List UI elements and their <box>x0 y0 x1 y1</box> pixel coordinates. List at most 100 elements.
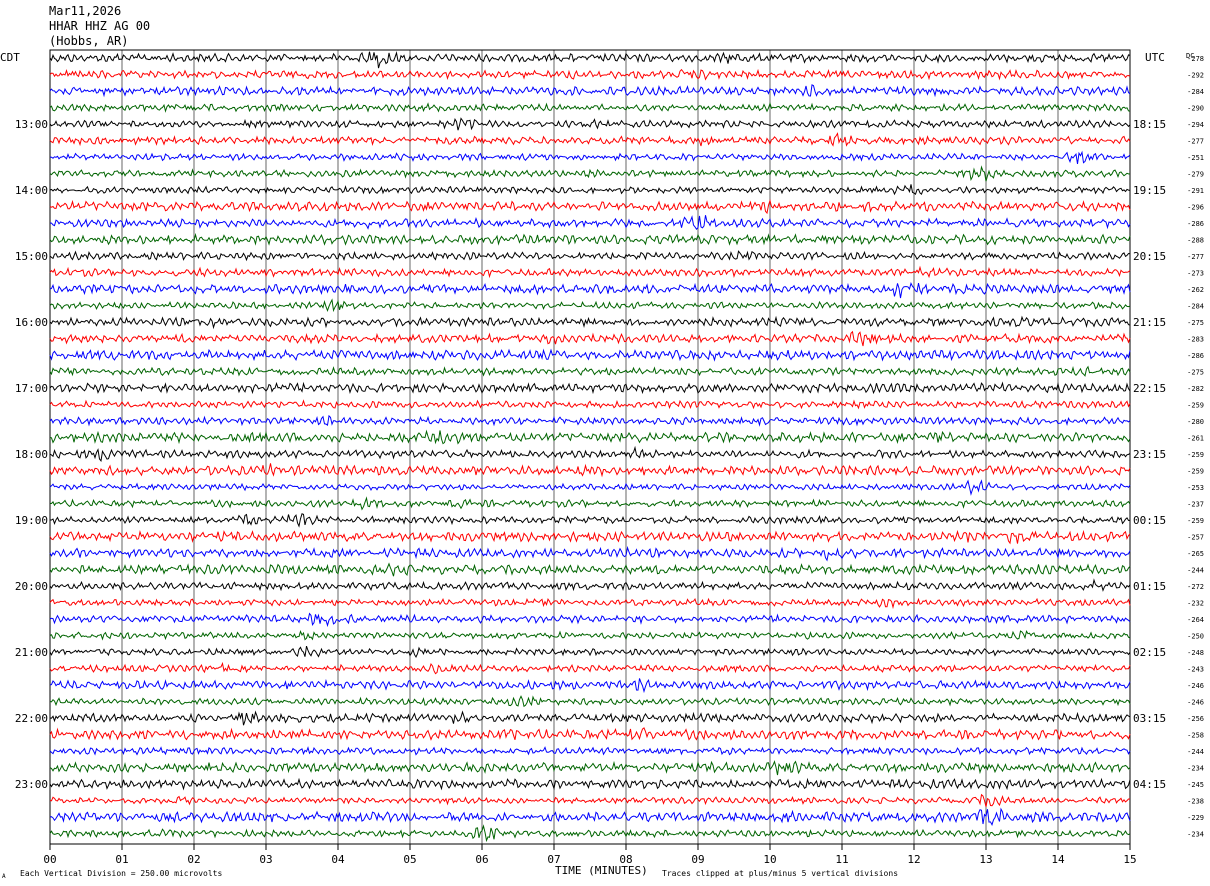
trace-line <box>49 282 1131 299</box>
trace-line <box>49 807 1131 826</box>
dc-offset-label: -237 <box>1187 501 1204 509</box>
dc-offset-label: -259 <box>1187 517 1204 525</box>
trace-line <box>49 710 1131 726</box>
dc-offset-label: -261 <box>1187 435 1204 443</box>
trace-line <box>49 678 1131 694</box>
trace-line <box>50 513 1131 528</box>
station-id: HHAR HHZ AG 00 <box>49 19 151 33</box>
trace-line <box>49 165 1131 182</box>
dc-offset-label: -280 <box>1187 418 1204 426</box>
dc-offset-labels: -278 -292 -284 -290 -294 -277 -251 -279 -291 -296… <box>1187 55 1204 839</box>
dc-offset-label: -259 <box>1187 402 1204 410</box>
trace-line <box>49 184 1131 196</box>
left-axis-label: CDT <box>0 51 20 64</box>
x-tick-label: 05 <box>403 853 416 866</box>
dc-offset-label: -243 <box>1187 666 1204 674</box>
x-tick-label: 10 <box>763 853 776 866</box>
trace-line <box>49 102 1131 113</box>
minute-gridlines <box>121 50 1059 844</box>
trace-line <box>49 578 1131 592</box>
left-time-label: 16:00 <box>15 316 48 329</box>
dc-offset-label: -257 <box>1187 534 1204 542</box>
dc-offset-label: -294 <box>1187 121 1204 129</box>
x-tick-label: 01 <box>115 853 128 866</box>
clip-note: Traces clipped at plus/minus 5 vertical … <box>662 869 898 878</box>
x-tick-label: 04 <box>331 853 345 866</box>
x-axis-label: TIME (MINUTES) <box>555 864 648 877</box>
left-time-label: 20:00 <box>15 580 48 593</box>
dc-offset-label: -244 <box>1187 567 1204 575</box>
right-time-label: 01:15 <box>1133 580 1166 593</box>
dc-offset-label: -238 <box>1187 798 1204 806</box>
right-time-label: 00:15 <box>1133 514 1166 527</box>
trace-line <box>49 330 1131 347</box>
trace-line <box>49 250 1131 262</box>
trace-line <box>50 496 1131 511</box>
trace-line <box>49 695 1131 708</box>
dc-offset-label: -288 <box>1187 237 1204 245</box>
dc-offset-label: -272 <box>1187 583 1204 591</box>
dc-offset-label: -259 <box>1187 451 1204 459</box>
dc-offset-label: -264 <box>1187 616 1204 624</box>
left-time-labels: 13:00 14:00 15:00 16:00 17:00 18:00 19:00 20:00… <box>15 118 48 791</box>
left-time-label: 17:00 <box>15 382 48 395</box>
dc-offset-label: -278 <box>1187 55 1204 63</box>
trace-line <box>49 150 1131 164</box>
dc-offset-label: -284 <box>1187 303 1204 311</box>
trace-line <box>49 215 1131 231</box>
left-time-label: 18:00 <box>15 448 48 461</box>
dc-offset-label: -273 <box>1187 270 1204 278</box>
trace-line <box>49 132 1131 147</box>
x-tick-label: 13 <box>979 853 992 866</box>
dc-offset-label: -292 <box>1187 72 1204 80</box>
dc-offset-label: -234 <box>1187 765 1204 773</box>
dc-offset-label: -291 <box>1187 187 1204 195</box>
left-time-label: 13:00 <box>15 118 48 131</box>
dc-offset-label: -251 <box>1187 154 1204 162</box>
trace-line <box>49 445 1131 462</box>
right-time-label: 19:15 <box>1133 184 1166 197</box>
dc-offset-label: -248 <box>1187 649 1204 657</box>
x-tick-label: 07 <box>547 853 560 866</box>
trace-line <box>49 529 1131 545</box>
trace-line <box>49 645 1131 659</box>
dc-offset-label: -265 <box>1187 550 1204 558</box>
dc-offset-label: -283 <box>1187 336 1204 344</box>
trace-line <box>49 265 1131 279</box>
dc-offset-label: -284 <box>1187 88 1204 96</box>
station-location: (Hobbs, AR) <box>49 34 129 48</box>
trace-line <box>49 414 1131 427</box>
dc-offset-label: -290 <box>1187 105 1204 113</box>
x-tick-label: 15 <box>1123 853 1136 866</box>
left-time-label: 15:00 <box>15 250 48 263</box>
vertical-division-note: Each Vertical Division = 250.00 microvol… <box>20 869 222 878</box>
x-tick-label: 00 <box>43 853 56 866</box>
trace-line <box>49 597 1131 610</box>
dc-offset-label: -296 <box>1187 204 1204 212</box>
trace-line <box>49 298 1131 313</box>
x-axis-ticks: 00 01 02 03 04 05 06 07 08 09 10 11 12 13 14 15 <box>43 844 1137 866</box>
x-tick-label: 12 <box>907 853 920 866</box>
trace-line <box>49 50 1131 69</box>
right-time-label: 21:15 <box>1133 316 1166 329</box>
dc-offset-label: -275 <box>1187 369 1204 377</box>
left-time-label: 23:00 <box>15 778 48 791</box>
dc-offset-label: -246 <box>1187 682 1204 690</box>
trace-line <box>49 365 1131 377</box>
trace-line <box>49 793 1130 807</box>
right-axis-label: UTC <box>1145 51 1165 64</box>
plot-frame <box>49 49 1131 845</box>
dc-offset-label: -253 <box>1187 484 1204 492</box>
left-time-label: 14:00 <box>15 184 48 197</box>
trace-line <box>49 117 1131 131</box>
dc-offset-label: -245 <box>1187 781 1204 789</box>
right-time-labels: 18:15 19:15 20:15 21:15 22:15 23:15 00:15 01:15… <box>1133 118 1166 791</box>
dc-offset-label: -286 <box>1187 220 1204 228</box>
trace-line <box>49 198 1131 215</box>
dc-header-label: DC <box>1186 52 1194 60</box>
dc-offset-label: -256 <box>1187 715 1204 723</box>
x-tick-label: 14 <box>1051 853 1065 866</box>
trace-line <box>49 824 1131 843</box>
x-tick-label: 08 <box>619 853 632 866</box>
x-tick-label: 11 <box>835 853 848 866</box>
